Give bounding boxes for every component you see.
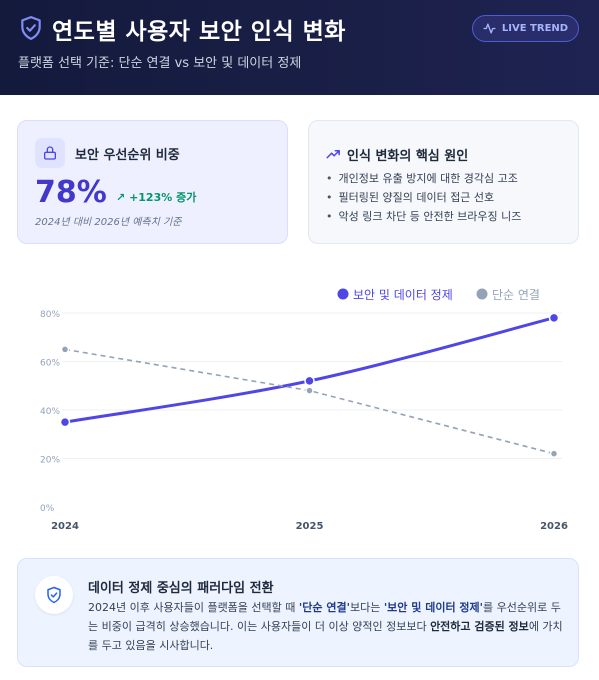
- point-security: [59, 416, 71, 428]
- reasons-title: 인식 변화의 핵심 원인: [347, 149, 469, 164]
- page-subtitle: 플랫폼 선택 기준: 단순 연결 vs 보안 및 데이터 정제: [18, 56, 302, 71]
- insight-text: 에 가치를 두고 있음을 시사합니다.: [88, 620, 563, 652]
- page-header: 연도별 사용자 보안 인식 변화 플랫폼 선택 기준: 단순 연결 vs 보안 …: [0, 0, 599, 95]
- stat-value: 78%: [35, 175, 107, 210]
- live-trend-badge: LIVE TREND: [472, 15, 579, 42]
- insight-highlight: '단순 연결': [298, 601, 350, 614]
- arrow-up-right-icon: ↗: [116, 191, 126, 204]
- point-security: [304, 375, 315, 387]
- y-tick-label: 80%: [40, 310, 60, 320]
- lock-icon-box: [35, 138, 65, 168]
- y-tick-label: 60%: [40, 359, 60, 369]
- shield-check-icon: [21, 16, 41, 40]
- insight-icon-circle: [35, 576, 73, 614]
- growth-text: +123% 증가: [129, 191, 197, 204]
- y-tick-label: 40%: [40, 407, 60, 417]
- insight-text: 보다는: [349, 601, 384, 614]
- x-tick-label: 2026: [540, 521, 568, 532]
- reasons-heading: 인식 변화의 핵심 원인: [326, 145, 468, 164]
- reasons-list: 개인정보 유출 방지에 대한 경각심 고조 필터링된 양질의 데이터 접근 선호…: [326, 169, 522, 226]
- reason-item: 필터링된 양질의 데이터 접근 선호: [326, 188, 521, 207]
- security-priority-card: 보안 우선순위 비중 78% ↗ +123% 증가 2024년 대비 2026년…: [17, 120, 288, 244]
- point-security: [548, 312, 560, 324]
- shield-check-icon: [47, 586, 61, 604]
- stat-note: 2024년 대비 2026년 예측치 기준: [35, 217, 182, 228]
- legend-marker: [476, 288, 488, 300]
- reason-item: 악성 링크 차단 등 안전한 브라우징 니즈: [326, 207, 522, 226]
- insight-text: 2024년 이후 사용자들이 플랫폼을 선택할 때: [88, 601, 299, 614]
- activity-icon: [483, 23, 496, 34]
- point-simple: [549, 449, 559, 458]
- insight-highlight: '보안 및 데이터 정제': [383, 601, 483, 614]
- y-tick-label: 0%: [40, 504, 55, 514]
- stat-label: 보안 우선순위 비중: [75, 148, 180, 163]
- insight-emphasis: 안전하고 검증된 정보: [430, 620, 529, 633]
- trending-up-icon: [326, 149, 340, 159]
- point-simple: [305, 386, 314, 395]
- point-simple: [60, 345, 70, 354]
- series-line-simple: [64, 348, 555, 455]
- x-tick-label: 2025: [296, 521, 324, 532]
- page-title: 연도별 사용자 보안 인식 변화: [52, 19, 346, 45]
- lock-icon: [44, 146, 56, 160]
- insight-title: 데이터 정제 중심의 패러다임 전환: [88, 581, 274, 596]
- legend-label: 단순 연결: [492, 288, 540, 302]
- legend-label: 보안 및 데이터 정제: [353, 288, 453, 302]
- stat-growth: ↗ +123% 증가: [116, 189, 196, 205]
- reason-item: 개인정보 유출 방지에 대한 경각심 고조: [326, 169, 521, 188]
- insight-text: 를 우선순위로 두는 비중이 급격히 상승했습니다. 이는 사용자들이 더 이상…: [88, 601, 561, 633]
- legend-marker: [337, 288, 349, 300]
- x-tick-label: 2024: [51, 521, 79, 532]
- series-line-security: [63, 316, 556, 424]
- insight-body: 2024년 이후 사용자들이 플랫폼을 선택할 때 '단순 연결'보다는 '보안…: [88, 598, 566, 655]
- badge-label: LIVE TREND: [501, 23, 569, 34]
- reasons-card: 인식 변화의 핵심 원인 개인정보 유출 방지에 대한 경각심 고조 필터링된 …: [308, 120, 579, 244]
- trend-line-chart: 0% 20% 40% 60% 80% 2024 2025 2026 보안 및 데이터 정제 단순 …: [40, 288, 568, 532]
- y-tick-label: 20%: [40, 456, 60, 466]
- insight-card: 데이터 정제 중심의 패러다임 전환 2024년 이후 사용자들이 플랫폼을 선…: [17, 558, 579, 667]
